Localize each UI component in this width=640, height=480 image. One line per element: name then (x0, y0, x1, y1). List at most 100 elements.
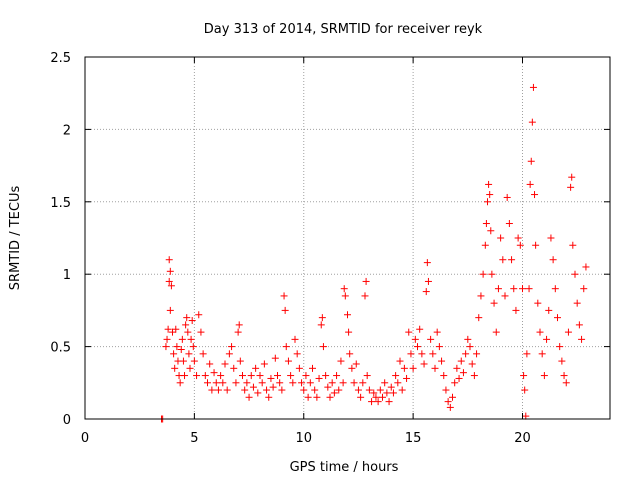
y-tick-label: 1.5 (50, 196, 71, 211)
x-tick-label: 15 (405, 431, 422, 446)
data-point (193, 372, 201, 380)
data-point (293, 350, 301, 358)
data-point (217, 372, 225, 380)
data-point (333, 372, 341, 380)
data-point (429, 350, 437, 358)
data-point (516, 241, 524, 249)
y-tick-label: 2 (63, 123, 71, 138)
data-point (488, 270, 496, 278)
data-point (481, 241, 489, 249)
data-point (189, 343, 197, 351)
data-point (311, 386, 319, 394)
data-point (167, 282, 175, 290)
data-point (433, 328, 441, 336)
data-point (573, 299, 581, 307)
y-tick-label: 0.5 (50, 341, 71, 356)
data-point (352, 360, 360, 368)
data-point (267, 374, 275, 382)
data-point (475, 314, 483, 322)
data-point (221, 360, 229, 368)
data-point (281, 306, 289, 314)
plot-frame (84, 56, 611, 420)
data-point (330, 389, 338, 397)
data-point (499, 256, 507, 264)
data-point (446, 403, 454, 411)
data-point (526, 180, 534, 188)
data-point (359, 379, 367, 387)
data-point (201, 372, 209, 380)
x-tick-label: 0 (81, 431, 89, 446)
data-point (424, 277, 432, 285)
data-point (171, 364, 179, 372)
data-point (379, 393, 386, 401)
data-point (494, 285, 502, 293)
data-point (485, 180, 493, 188)
data-point (486, 191, 494, 199)
data-point (212, 379, 220, 387)
data-point (282, 343, 290, 351)
data-point (521, 386, 529, 394)
data-point (318, 314, 326, 322)
chart-title: Day 313 of 2014, SRMTID for receiver rey… (204, 22, 483, 37)
data-point (411, 335, 419, 343)
data-point (457, 357, 465, 365)
data-point (179, 357, 187, 365)
data-point (444, 398, 452, 406)
data-point (532, 241, 540, 249)
data-point (431, 364, 439, 372)
data-point (185, 350, 193, 358)
data-point (462, 350, 470, 358)
x-tick-label: 5 (190, 431, 198, 446)
data-point (234, 328, 242, 336)
y-axis-label: SRMTID / TECUs (8, 186, 23, 291)
data-point (365, 386, 373, 394)
data-point (407, 350, 415, 358)
data-point (219, 379, 227, 387)
data-point (162, 343, 170, 351)
y-tick-label: 0 (63, 413, 71, 428)
data-point (163, 335, 171, 343)
data-point (534, 299, 542, 307)
data-point (322, 372, 330, 380)
data-point (459, 369, 467, 377)
data-point (501, 292, 509, 300)
data-point (247, 372, 255, 380)
data-point (440, 372, 448, 380)
data-point (578, 335, 586, 343)
data-point (514, 234, 522, 242)
data-point (423, 259, 431, 267)
data-point (383, 389, 391, 397)
data-point (225, 350, 233, 358)
data-point (403, 374, 411, 382)
data-point (302, 372, 310, 380)
data-point (582, 263, 590, 271)
data-point (178, 335, 186, 343)
data-point (228, 343, 236, 351)
data-point (164, 325, 172, 333)
data-point (354, 386, 362, 394)
data-point (558, 357, 566, 365)
x-axis-label: GPS time / hours (290, 460, 399, 475)
data-point (387, 383, 395, 391)
data-point (385, 398, 393, 406)
data-point (416, 325, 424, 333)
grid-lines (85, 57, 610, 419)
data-point (510, 285, 518, 293)
data-point (232, 379, 240, 387)
data-point (341, 292, 349, 300)
data-point (370, 389, 378, 397)
data-point (520, 372, 528, 380)
data-point (479, 270, 487, 278)
data-point (165, 256, 173, 264)
data-point (527, 157, 535, 165)
data-point (528, 118, 536, 126)
data-point (243, 379, 251, 387)
x-tick-labels: 0 5 10 15 20 (81, 431, 531, 446)
data-point (523, 350, 531, 358)
data-point (435, 343, 443, 351)
data-point (575, 321, 583, 329)
data-points (158, 83, 590, 423)
data-point (170, 350, 178, 358)
data-point (300, 386, 308, 394)
